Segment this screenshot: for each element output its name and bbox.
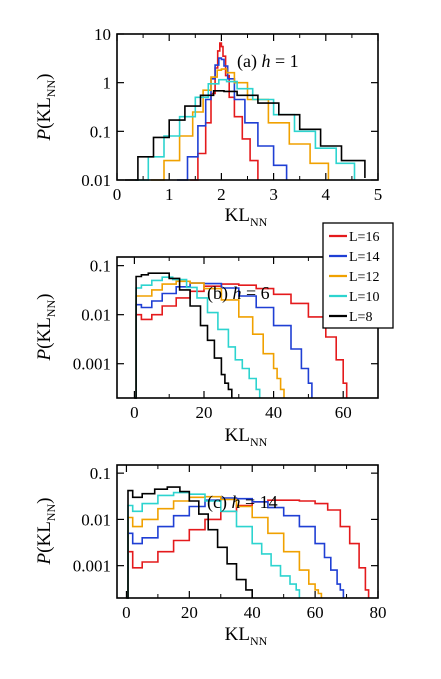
panel-a-xtick-label: 5	[374, 185, 383, 204]
panel-c-series-l14	[126, 497, 345, 599]
panel-c-series-l16	[126, 499, 370, 599]
panel-c-ticks: 0 20 40 60 80 0.001 0.01 0.1	[73, 464, 387, 622]
panel-c-xtick-label: 0	[122, 603, 131, 622]
panel-c-series	[126, 486, 370, 599]
panel-c-ytick-label: 0.1	[90, 464, 111, 483]
panel-c-series-l12	[126, 495, 323, 599]
panel-b-xtick-label: 40	[265, 403, 282, 422]
legend-label-l12: L=12	[349, 270, 379, 285]
panel-b-title: (b) h = 6	[207, 283, 270, 304]
panel-a-ylabel: P(KLNN)	[34, 74, 58, 142]
panel-a-series	[124, 42, 366, 181]
panel-b-ticks: 0 20 40 60 0.001 0.01 0.1	[73, 257, 378, 422]
panel-c-xtick-label: 40	[244, 603, 261, 622]
panel-c-ylabel: P(KLNN)	[34, 498, 58, 566]
panel-b-xtick-label: 0	[130, 403, 139, 422]
panel-b-xtick-label: 20	[196, 403, 213, 422]
panel-b-xtick-label: 60	[335, 403, 352, 422]
panel-a-xtick-label: 4	[322, 185, 331, 204]
panel-a-series-l8	[124, 90, 366, 181]
panel-b-ylabel: P(KLNN)	[34, 294, 58, 362]
panel-a-ytick-label: 1	[103, 74, 112, 93]
panel-a-xtick-label: 1	[165, 185, 174, 204]
panel-a: 0 1 2 3 4 5 0.01 0.1 1 10 (a) h = 1 KLNN P(KLNN)	[34, 25, 382, 229]
panel-a-ticks: 0 1 2 3 4 5 0.01 0.1 1 10	[81, 25, 382, 204]
panel-b-series-l16	[134, 283, 348, 399]
panel-a-series-l12	[150, 68, 330, 181]
panel-c-xtick-label: 20	[181, 603, 198, 622]
panel-c-series-l10	[126, 491, 301, 599]
legend-label-l8: L=8	[349, 310, 372, 325]
panel-a-xtick-label: 3	[269, 185, 278, 204]
legend-label-l14: L=14	[349, 250, 379, 265]
panel-b-series-l14	[134, 282, 313, 399]
legend-entries: L=16 L=14 L=12 L=10 L=8	[329, 230, 379, 325]
panel-a-xtick-label: 0	[113, 185, 122, 204]
panel-c-ytick-label: 0.001	[73, 557, 111, 576]
legend-label-l10: L=10	[349, 290, 379, 305]
panel-c-xtick-label: 60	[307, 603, 324, 622]
legend-label-l16: L=16	[349, 230, 379, 245]
panel-a-title: (a) h = 1	[237, 51, 299, 72]
panel-a-xtick-label: 2	[217, 185, 226, 204]
panel-c-xlabel: KLNN	[225, 624, 268, 648]
panel-c-frame	[116, 464, 379, 599]
panel-c: 0 20 40 60 80 0.001 0.01 0.1 (c) h = 14 KLNN P(…	[34, 464, 387, 648]
panel-c-xtick-label: 80	[370, 603, 387, 622]
panel-b-ytick-label: 0.01	[81, 306, 111, 325]
panel-a-ytick-label: 0.1	[90, 122, 111, 141]
panel-a-series-l10	[135, 78, 356, 181]
panel-a-series-l14	[177, 57, 288, 181]
panel-b-series	[134, 272, 348, 399]
legend: L=16 L=14 L=12 L=10 L=8	[322, 222, 394, 329]
panel-b-series-l10	[134, 276, 261, 399]
panel-a-ytick-label: 0.01	[81, 171, 111, 190]
panel-a-ytick-label: 10	[94, 25, 111, 44]
panel-b-ytick-label: 0.1	[90, 257, 111, 276]
panel-c-series-l8	[126, 486, 253, 599]
panel-b-series-l12	[134, 280, 285, 399]
panel-a-xlabel: KLNN	[225, 205, 268, 229]
panel-c-ytick-label: 0.01	[81, 510, 111, 529]
panel-b: 0 20 40 60 0.001 0.01 0.1 (b) h = 6 KLNN P(KLN…	[34, 256, 379, 449]
panel-b-xlabel: KLNN	[225, 425, 268, 449]
panel-a-series-l16	[190, 42, 259, 181]
panel-b-ytick-label: 0.001	[73, 355, 111, 374]
panel-b-series-l8	[134, 272, 233, 399]
panel-c-title: (c) h = 14	[207, 492, 278, 513]
